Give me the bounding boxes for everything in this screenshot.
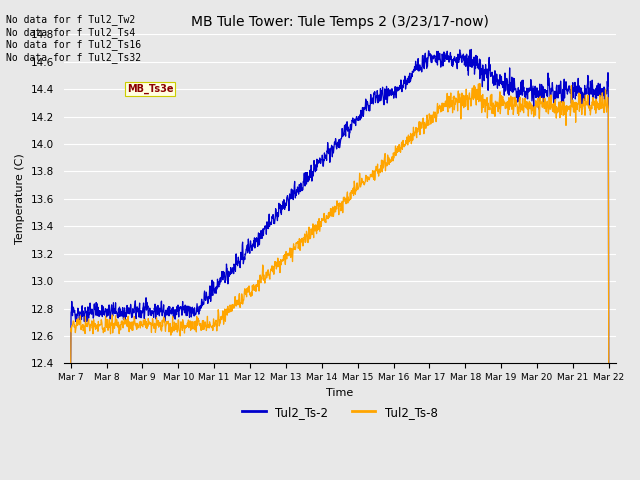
Tul2_Ts-8 [67, 360, 74, 366]
Title: MB Tule Tower: Tule Temps 2 (3/23/17-now): MB Tule Tower: Tule Temps 2 (3/23/17-now… [191, 15, 489, 29]
Tul2_Ts-8 [373, 166, 381, 171]
Tul2_Ts-2 [307, 168, 314, 173]
Tul2_Ts-2 [373, 95, 381, 100]
Tul2_Ts-8 [316, 228, 324, 234]
Text: MB_Ts3e: MB_Ts3e [127, 84, 173, 94]
Line: Tul2_Ts-8: Tul2_Ts-8 [70, 84, 609, 363]
Tul2_Ts-2 [295, 188, 303, 194]
Tul2_Ts-8 [605, 360, 612, 366]
Tul2_Ts-8 [131, 314, 138, 320]
Tul2_Ts-2 [109, 308, 116, 314]
Tul2_Ts-8 [307, 235, 314, 241]
X-axis label: Time: Time [326, 388, 353, 397]
Tul2_Ts-2 [131, 306, 138, 312]
Y-axis label: Temperature (C): Temperature (C) [15, 154, 25, 244]
Text: No data for f Tul2_Tw2
No data for f Tul2_Ts4
No data for f Tul2_Ts16
No data fo: No data for f Tul2_Tw2 No data for f Tul… [6, 14, 141, 63]
Legend: Tul2_Ts-2, Tul2_Ts-8: Tul2_Ts-2, Tul2_Ts-8 [237, 401, 442, 423]
Tul2_Ts-8 [295, 241, 303, 247]
Tul2_Ts-2 [605, 360, 612, 366]
Tul2_Ts-2 [316, 155, 324, 161]
Line: Tul2_Ts-2: Tul2_Ts-2 [70, 49, 609, 363]
Tul2_Ts-2 [67, 360, 74, 366]
Tul2_Ts-2 [467, 47, 475, 52]
Tul2_Ts-8 [476, 81, 484, 86]
Tul2_Ts-8 [109, 312, 116, 318]
